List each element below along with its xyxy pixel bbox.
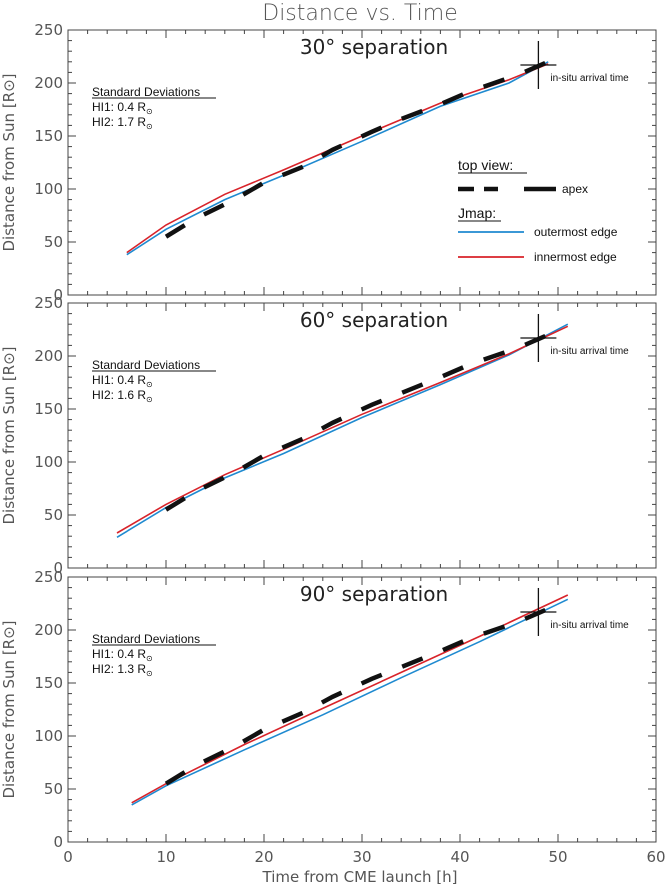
- y-tick-label: 0: [53, 286, 63, 304]
- y-tick-label: 250: [34, 294, 63, 312]
- arrival-label: in-situ arrival time: [550, 620, 629, 631]
- legend-outer-label: outermost edge: [534, 225, 618, 239]
- series-innermost-edge: [116, 325, 569, 534]
- stats-line: HI2: 1.3 R⊙: [92, 662, 153, 678]
- arrival-label: in-situ arrival time: [550, 346, 629, 357]
- sun-symbol: ⊙: [146, 380, 153, 389]
- stats-line: HI1: 0.4 R⊙: [92, 647, 153, 663]
- x-tick-label: 10: [156, 848, 175, 866]
- y-tick-label: 50: [44, 780, 63, 798]
- sun-symbol: ⊙: [146, 395, 153, 404]
- x-tick-label: 20: [254, 848, 273, 866]
- stats-heading: Standard Deviations: [92, 85, 200, 99]
- y-tick-label: 100: [34, 727, 63, 745]
- y-tick-label: 50: [44, 506, 63, 524]
- y-tick-label: 200: [34, 621, 63, 639]
- legend-inner-label: innermost edge: [534, 250, 617, 264]
- panel-3: 0 50 100 150 200 250 0 10 20 30 40 50 60 Distance fro…: [0, 568, 665, 866]
- y-tick-label: 150: [34, 127, 63, 145]
- panel-2: 0 50 100 150 200 250 Distance from Sun [R⊙] 60°…: [0, 294, 657, 577]
- y-tick-label: 250: [34, 568, 63, 586]
- legend: top view: apex Jmap: outermost edge innermos…: [458, 157, 618, 264]
- panel-title: 30° separation: [300, 35, 448, 59]
- sun-symbol: ⊙: [146, 654, 153, 663]
- panel-1: 0 50 100 150 200 250 Distance from Sun [R⊙] 30°…: [0, 21, 657, 304]
- y-axis-label: Distance from Sun [R⊙]: [0, 73, 18, 251]
- stats-line: HI1: 0.4 R⊙: [92, 373, 153, 389]
- sun-symbol: ⊙: [146, 122, 153, 131]
- plot-frame: [67, 302, 657, 569]
- stats-line: HI2: 1.7 R⊙: [92, 115, 153, 131]
- y-tick-label: 100: [34, 180, 63, 198]
- y-axis-label: Distance from Sun [R⊙]: [0, 620, 18, 798]
- plot-frame: [67, 576, 657, 843]
- y-tick-label: 50: [44, 233, 63, 251]
- y-axis-label: Distance from Sun [R⊙]: [0, 346, 18, 524]
- panel-title: 60° separation: [300, 308, 448, 332]
- arrival-label: in-situ arrival time: [550, 73, 629, 84]
- y-tick-label: 200: [34, 74, 63, 92]
- y-tick-label: 0: [53, 559, 63, 577]
- y-tick-label: 150: [34, 400, 63, 418]
- figure-title: Distance vs. Time: [262, 1, 458, 26]
- stats-heading: Standard Deviations: [92, 632, 200, 646]
- x-tick-label: 50: [548, 848, 567, 866]
- legend-top-view-heading: top view:: [458, 157, 513, 173]
- y-tick-label: 200: [34, 347, 63, 365]
- series-outermost-edge: [126, 61, 549, 256]
- y-tick-label: 100: [34, 453, 63, 471]
- y-tick-label: 150: [34, 674, 63, 692]
- stats-heading: Standard Deviations: [92, 358, 200, 372]
- sun-symbol: ⊙: [146, 669, 153, 678]
- x-tick-label: 60: [646, 848, 665, 866]
- x-tick-label: 40: [450, 848, 469, 866]
- x-tick-label: 0: [63, 848, 73, 866]
- panel-title: 90° separation: [300, 582, 448, 606]
- y-tick-label: 0: [53, 833, 63, 851]
- stats-line: HI1: 0.4 R⊙: [92, 100, 153, 116]
- x-axis-label: Time from CME launch [h]: [262, 868, 458, 886]
- series-apex: [164, 606, 550, 786]
- legend-apex-label: apex: [562, 182, 588, 196]
- series-outermost-edge: [131, 598, 569, 806]
- y-tick-label: 250: [34, 21, 63, 39]
- stats-line: HI2: 1.6 R⊙: [92, 388, 153, 404]
- legend-jmap-heading: Jmap:: [458, 205, 496, 221]
- sun-symbol: ⊙: [146, 107, 153, 116]
- x-tick-label: 30: [352, 848, 371, 866]
